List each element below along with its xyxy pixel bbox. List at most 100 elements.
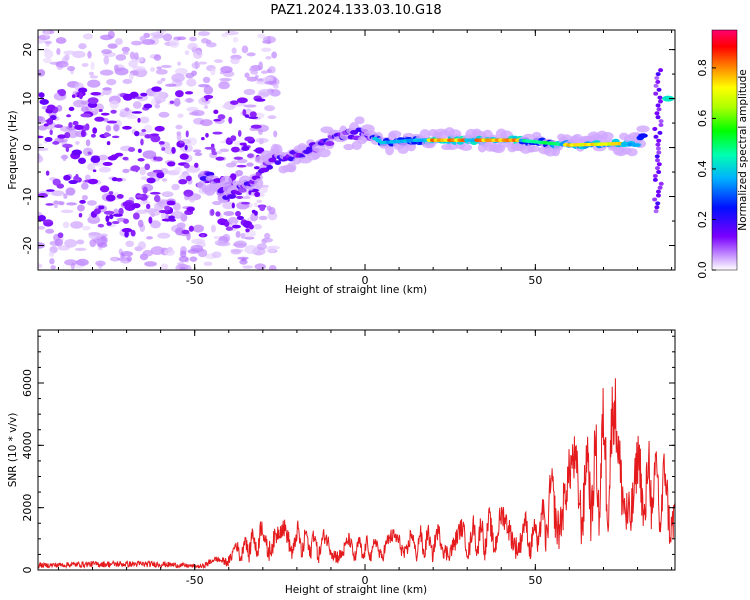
x-tick-label: 0: [362, 574, 369, 587]
edge-blob: [655, 79, 661, 84]
noise-blob: [107, 155, 118, 161]
noise-blob: [227, 217, 239, 226]
noise-blob: [76, 239, 85, 245]
noise-blob: [175, 227, 184, 236]
noise-blob: [160, 64, 172, 69]
noise-blob: [210, 209, 215, 216]
y-tick-label: 10: [21, 92, 34, 106]
noise-blob: [203, 105, 209, 109]
noise-blob: [110, 109, 117, 114]
noise-blob: [102, 87, 112, 91]
noise-blob: [155, 156, 163, 162]
noise-blob: [134, 52, 139, 61]
noise-blob: [245, 228, 250, 233]
noise-blob: [78, 43, 87, 50]
noise-blob: [152, 169, 163, 173]
noise-blob: [87, 97, 99, 105]
noise-blob: [160, 263, 169, 270]
noise-blob: [44, 40, 53, 45]
noise-blob: [66, 65, 76, 72]
noise-blob: [93, 208, 101, 215]
noise-blob: [78, 212, 83, 218]
noise-blob: [137, 241, 147, 250]
noise-blob: [221, 33, 229, 38]
noise-blob: [66, 114, 72, 118]
noise-blob: [160, 211, 166, 220]
x-tick-label: -50: [186, 574, 204, 587]
noise-blob: [157, 232, 171, 239]
noise-blob: [84, 174, 91, 181]
noise-blob: [130, 165, 141, 172]
noise-blob: [124, 231, 129, 238]
noise-blob: [64, 259, 78, 266]
noise-blob: [50, 265, 56, 270]
noise-blob: [139, 116, 150, 124]
noise-blob: [233, 156, 244, 160]
noise-blob: [250, 124, 262, 129]
noise-blob: [177, 61, 182, 66]
noise-blob: [87, 50, 92, 59]
edge-blob: [655, 193, 661, 198]
noise-blob: [88, 232, 101, 240]
noise-blob: [260, 70, 269, 74]
noise-blob: [150, 134, 161, 143]
edge-blob: [655, 103, 661, 108]
noise-blob: [258, 61, 264, 71]
noise-blob: [90, 91, 102, 96]
y-tick-label: -20: [21, 237, 34, 255]
noise-blob: [98, 166, 111, 173]
noise-blob: [148, 216, 153, 224]
noise-blob: [161, 147, 166, 151]
edge-blob: [655, 72, 661, 77]
noise-blob: [244, 72, 250, 79]
noise-blob: [63, 50, 77, 55]
noise-blob: [179, 140, 185, 144]
edge-blob: [653, 134, 659, 139]
noise-blob: [203, 261, 213, 267]
noise-blob: [108, 214, 114, 220]
noise-blob: [153, 54, 162, 61]
noise-blob: [174, 166, 182, 173]
noise-blob: [56, 48, 61, 55]
edge-blob: [657, 99, 663, 104]
noise-blob: [165, 83, 177, 87]
noise-blob: [230, 135, 237, 142]
noise-blob: [261, 40, 272, 44]
noise-blob: [66, 202, 77, 206]
noise-blob: [222, 201, 235, 210]
noise-blob: [160, 77, 166, 82]
noise-blob: [250, 70, 259, 75]
noise-blob: [131, 111, 143, 114]
noise-blob: [235, 230, 241, 238]
noise-blob: [154, 125, 165, 132]
x-tick-label: 50: [528, 274, 542, 287]
edge-blob: [654, 158, 660, 163]
halo-blob: [254, 178, 264, 189]
noise-blob: [98, 154, 109, 161]
edge-blob: [652, 177, 658, 182]
colorbar-tick-label: 0.4: [696, 160, 709, 178]
noise-blob: [178, 179, 188, 185]
noise-blob: [116, 194, 124, 199]
x-tick-label: 0: [362, 274, 369, 287]
noise-blob: [143, 207, 158, 213]
noise-blob: [130, 229, 136, 237]
noise-blob: [187, 137, 198, 146]
noise-blob: [150, 32, 164, 37]
noise-blob: [203, 94, 214, 99]
noise-blob: [131, 202, 141, 209]
noise-blob: [132, 66, 146, 71]
noise-blob: [175, 81, 183, 86]
noise-blob: [143, 103, 153, 109]
noise-blob: [246, 76, 258, 82]
noise-blob: [84, 123, 90, 131]
noise-blob: [113, 124, 120, 132]
noise-blob: [187, 42, 198, 51]
noise-blob: [232, 224, 241, 229]
noise-blob: [139, 200, 151, 205]
noise-blob: [224, 220, 230, 228]
noise-blob: [156, 80, 163, 85]
noise-blob: [213, 119, 222, 122]
noise-blob: [58, 89, 66, 97]
noise-blob: [42, 57, 52, 64]
